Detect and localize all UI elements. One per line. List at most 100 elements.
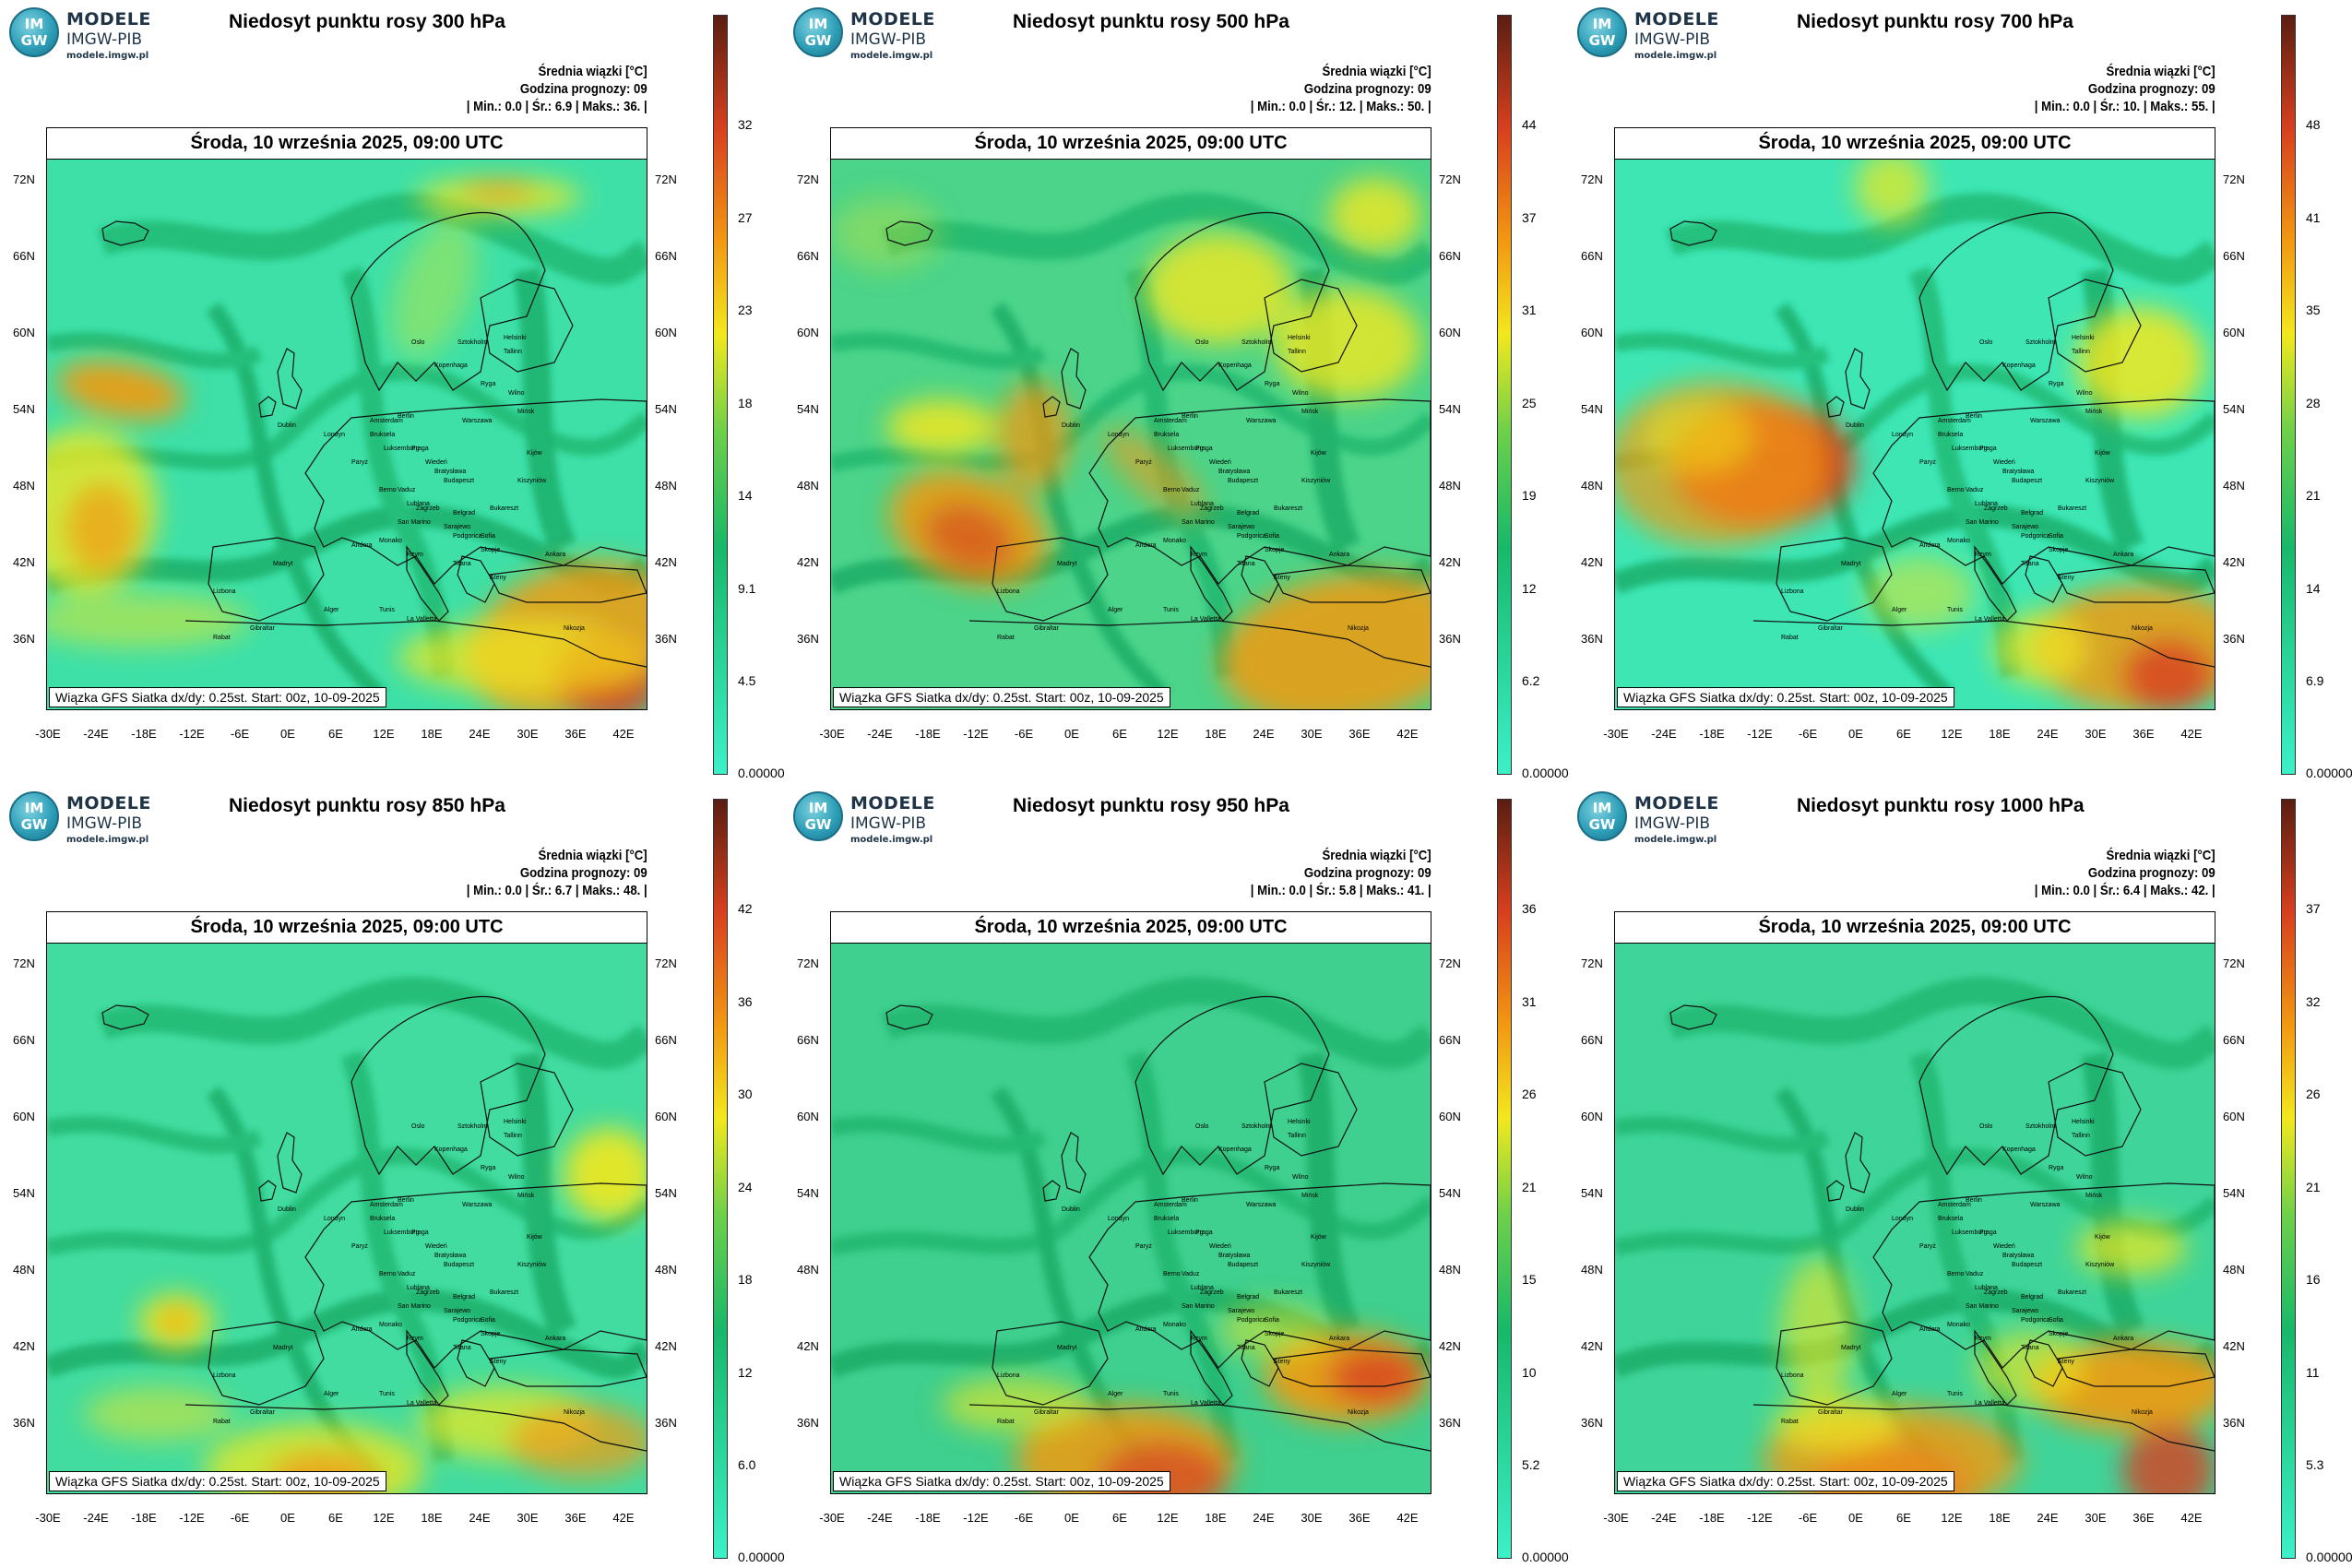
field-blob	[1102, 428, 1206, 518]
city-labels: Oslo Sztokholm Helsinki Tallinn Ryga Wilno Kop…	[213, 1119, 585, 1425]
city-label: Alger	[1892, 1391, 1907, 1397]
city-label: Ankara	[545, 552, 565, 558]
color-scale-tick: 19	[1522, 488, 1537, 503]
city-label: Bukareszt	[1274, 505, 1302, 512]
lon-label: -30E	[1603, 1511, 1629, 1525]
field-streak	[1615, 331, 1831, 370]
city-label: Sarajewo	[444, 524, 470, 530]
city-label: Warszawa	[2030, 418, 2061, 424]
lat-label-right: 72N	[1439, 956, 1461, 970]
field-blob	[56, 361, 185, 420]
city-label: Andora	[351, 1326, 373, 1333]
panel-title: Niedosyt punktu rosy 850 hPa	[229, 795, 505, 816]
city-label: Lizbona	[997, 588, 1020, 595]
legend-title: Średnia wiązki [°C]	[2106, 848, 2215, 863]
field-blob	[942, 1377, 1089, 1432]
coastline	[1241, 555, 1279, 603]
city-label: Berlin	[398, 1197, 414, 1204]
city-label: Gibraltar	[1818, 1409, 1844, 1416]
coastline	[2025, 1339, 2063, 1387]
lat-label-right: 42N	[1439, 555, 1461, 569]
coastline	[480, 279, 574, 373]
lon-label: -30E	[35, 727, 61, 741]
city-label: Oslo	[1195, 1123, 1209, 1130]
lon-label: -18E	[131, 727, 157, 741]
coastline	[1134, 995, 1330, 1176]
imgw-badge-icon: IM GW	[1577, 791, 1627, 841]
color-scale-bar	[2281, 15, 2296, 775]
city-labels: Oslo Sztokholm Helsinki Tallinn Ryga Wilno Kop…	[997, 1119, 1369, 1425]
lat-label-right: 48N	[2223, 1263, 2245, 1277]
city-label: Madryt	[1057, 561, 1076, 567]
color-scale-bar	[713, 799, 728, 1559]
field-map: Oslo Sztokholm Helsinki Tallinn Ryga Wilno Kop…	[831, 944, 1431, 1493]
city-label: Zagrzeb	[1200, 505, 1224, 512]
city-label: Nikozja	[2132, 625, 2153, 632]
imgw-logo: IM GW MODELE IMGW-PIB modele.imgw.pl	[1577, 7, 1734, 61]
city-label: Tallinn	[1288, 349, 1306, 355]
city-label: Rzym	[1975, 552, 1991, 558]
field-streak	[47, 1115, 263, 1154]
city-label: Sarajewo	[2012, 1308, 2038, 1314]
city-label: Tallinn	[504, 1133, 522, 1139]
lon-label: -24E	[83, 1511, 109, 1525]
lon-label: 18E	[421, 1511, 443, 1525]
lat-label-right: 48N	[655, 1263, 677, 1277]
coastline	[1752, 1404, 2215, 1452]
model-footer: Wiązka GFS Siatka dx/dy: 0.25st. Start: …	[49, 1471, 386, 1491]
logo-org: IMGW-PIB	[850, 30, 927, 49]
city-label: Budapeszt	[2012, 478, 2042, 484]
color-scale-tick: 0.00000	[1522, 1550, 1569, 1564]
logo-org: IMGW-PIB	[1634, 814, 1711, 833]
city-label: Bruksela	[370, 432, 395, 438]
badge-bottom-text: GW	[20, 32, 48, 49]
color-scale-tick: 9.1	[738, 580, 756, 596]
city-label: Sofia	[2049, 1317, 2063, 1324]
coastline	[2057, 1348, 2215, 1387]
lat-label-left: 48N	[1581, 479, 1603, 493]
city-label: Lizbona	[213, 1372, 236, 1379]
stats-line: | Min.: 0.0 | Śr.: 6.7 | Maks.: 48. |	[467, 883, 647, 898]
field-streak	[1615, 1115, 1831, 1154]
color-scale-tick: 11	[2306, 1364, 2320, 1380]
coastline	[480, 1063, 574, 1157]
field-map: Oslo Sztokholm Helsinki Tallinn Ryga Wilno Kop…	[1615, 160, 2215, 709]
lon-label: 12E	[373, 727, 395, 741]
city-label: Tallinn	[2072, 349, 2090, 355]
map-area: Oslo Sztokholm Helsinki Tallinn Ryga Wilno Kop…	[1615, 944, 2215, 1493]
stats-line: | Min.: 0.0 | Śr.: 6.9 | Maks.: 36. |	[467, 99, 647, 114]
color-scale-tick: 21	[1522, 1179, 1537, 1194]
field-blob	[997, 381, 1071, 492]
lat-label-right: 54N	[655, 1186, 677, 1200]
lat-label-left: 60N	[13, 1110, 35, 1123]
city-label: Bratysława	[2002, 469, 2034, 475]
city-label: Mińsk	[1301, 409, 1319, 415]
city-label: Monako	[1163, 1322, 1186, 1328]
coastline	[1190, 1329, 1233, 1406]
city-label: Tunis	[1163, 607, 1179, 613]
city-label: Zagrzeb	[1984, 1289, 2008, 1296]
city-label: Helsinki	[1288, 335, 1311, 341]
field-streak	[881, 977, 1431, 1070]
city-label: Alger	[1108, 1391, 1123, 1397]
city-label: Bruksela	[370, 1216, 395, 1222]
city-label: Tallinn	[2072, 1133, 2090, 1139]
lat-label-left: 36N	[13, 1416, 35, 1430]
lon-label: 30E	[2085, 727, 2107, 741]
color-scale-tick: 26	[1522, 1087, 1537, 1101]
lat-label-right: 36N	[2223, 1416, 2245, 1430]
lat-label-right: 66N	[1439, 1033, 1461, 1047]
city-label: Ateny	[2058, 1359, 2074, 1365]
imgw-badge-icon: IM GW	[9, 791, 59, 841]
field-blob	[47, 593, 250, 648]
map-area: Oslo Sztokholm Helsinki Tallinn Ryga Wilno Kop…	[47, 944, 647, 1493]
city-label: Bukareszt	[2058, 505, 2086, 512]
map-panel-850: IM GW MODELE IMGW-PIB modele.imgw.pl Niedosyt…	[0, 784, 785, 1568]
city-label: Kopenhaga	[434, 362, 468, 369]
city-label: Mińsk	[517, 1193, 535, 1199]
lon-label: 0E	[280, 1511, 295, 1525]
city-label: Kopenhaga	[434, 1146, 468, 1153]
coastline	[968, 620, 1431, 668]
city-label: Berno	[1163, 1271, 1181, 1277]
field-blob	[2076, 1220, 2187, 1276]
